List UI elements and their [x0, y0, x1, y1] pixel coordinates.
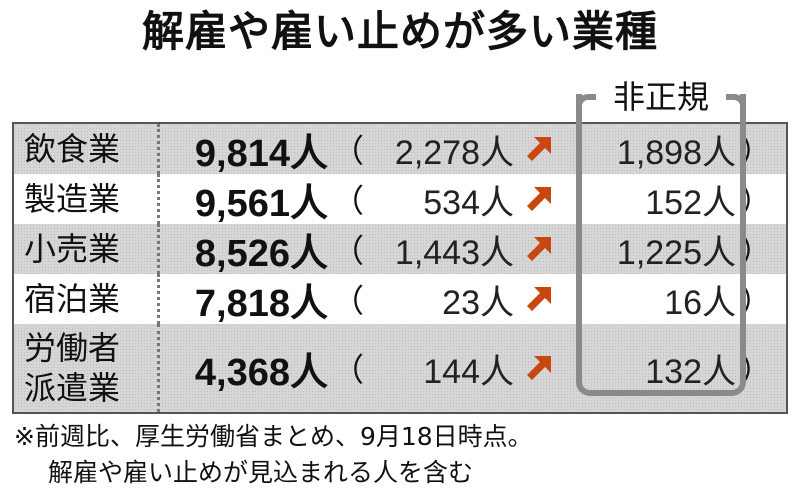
industry-label: 製造業: [14, 174, 160, 224]
table-row: 製造業 9,561人（ 534人 152人）: [14, 174, 786, 225]
industry-label-line: 派遣業: [24, 369, 121, 407]
arrow-up-right-icon: [514, 285, 564, 313]
industry-label-line: 小売業: [24, 230, 121, 268]
paren-close: ）: [739, 351, 772, 389]
industry-label: 宿泊業: [14, 274, 160, 324]
industry-table: 飲食業 9,814人（2,278人 1,898人）製造業 9,561人（534人 152…: [12, 122, 788, 414]
nonregular-count: 1,225人: [616, 233, 736, 272]
nonregular-count: 152人: [645, 183, 736, 222]
paren-open: （: [332, 232, 365, 270]
table-row: 労働者 派遣業 4,368人（ 144人 132人）: [14, 324, 786, 412]
industry-label: 小売業: [14, 224, 160, 274]
total-count: 9,561人: [194, 182, 328, 225]
industry-label-line: 労働者: [24, 329, 121, 367]
nonregular-header: 非正規: [596, 78, 726, 116]
paren-open: （: [332, 182, 365, 220]
industry-label-line: 宿泊業: [24, 280, 121, 318]
nonregular-count: 1,898人: [616, 133, 736, 172]
paren-open: （: [332, 282, 365, 320]
table-row: 飲食業 9,814人（ 2,278人 1,898人）: [14, 124, 786, 175]
previous-week-count: 1,443人: [394, 233, 514, 272]
previous-week-count: 534人: [423, 183, 514, 222]
previous-week-count: 144人: [423, 352, 514, 391]
arrow-up-right-icon: [514, 185, 564, 213]
footnote-line-2: 解雇や雇い止めが見込まれる人を含む: [48, 458, 474, 487]
paren-close: ）: [739, 182, 772, 220]
industry-label: 飲食業: [14, 124, 160, 174]
previous-week-count: 2,278人: [394, 133, 514, 172]
previous-week-count: 23人: [442, 283, 514, 322]
table-row: 宿泊業 7,818人（ 23人 16人）: [14, 274, 786, 325]
page-title: 解雇や雇い止めが多い業種: [141, 7, 658, 56]
nonregular-count: 132人: [645, 352, 736, 391]
total-count: 9,814人: [194, 132, 328, 175]
total-count: 7,818人: [194, 282, 328, 325]
arrow-up-right-icon: [514, 354, 564, 382]
paren-open: （: [332, 132, 365, 170]
arrow-up-right-icon: [514, 235, 564, 263]
footnote-line-1: ※前週比、厚生労働省まとめ、9月18日時点。: [14, 422, 533, 451]
industry-label-line: 飲食業: [24, 130, 121, 168]
paren-close: ）: [739, 132, 772, 170]
paren-open: （: [332, 351, 365, 389]
bracket-corner-right: [726, 94, 746, 110]
paren-close: ）: [739, 232, 772, 270]
bracket-corner-left: [576, 94, 596, 110]
industry-label: 労働者 派遣業: [14, 324, 160, 412]
total-count: 8,526人: [194, 232, 328, 275]
table-row: 小売業 8,526人（ 1,443人 1,225人）: [14, 224, 786, 275]
paren-close: ）: [739, 282, 772, 320]
nonregular-count: 16人: [664, 283, 736, 322]
total-count: 4,368人: [194, 351, 328, 394]
arrow-up-right-icon: [514, 135, 564, 163]
industry-label-line: 製造業: [24, 180, 121, 218]
